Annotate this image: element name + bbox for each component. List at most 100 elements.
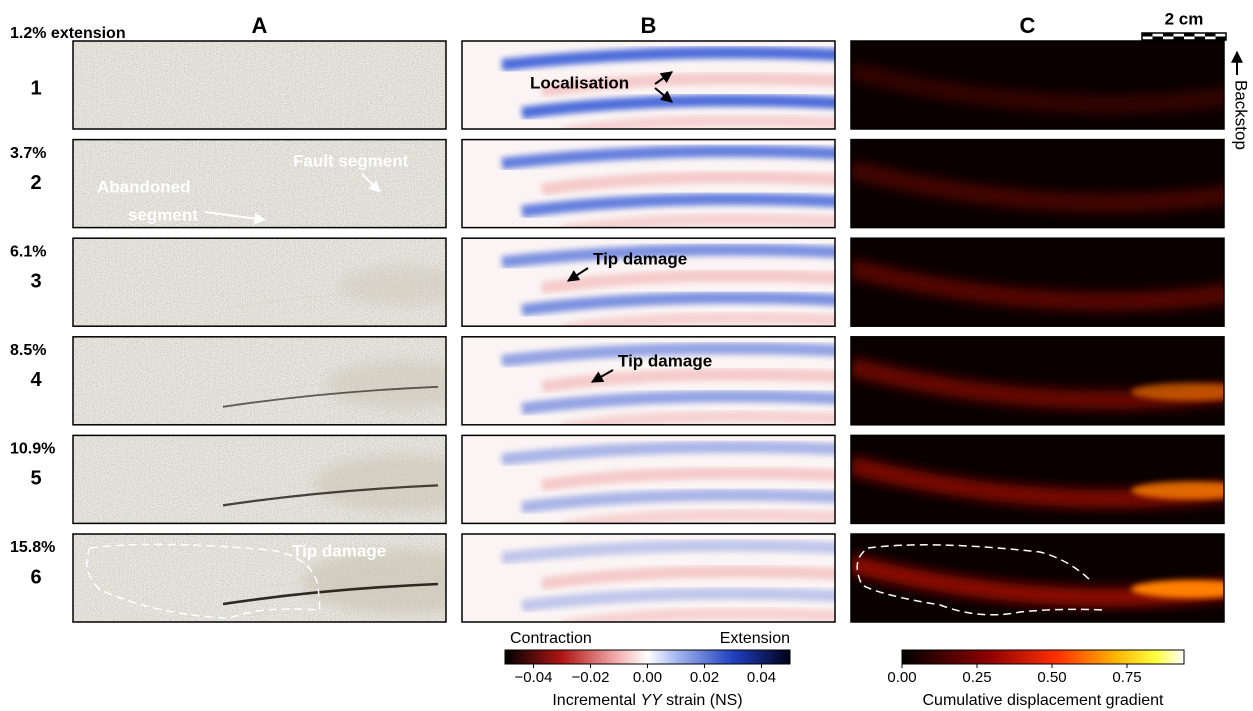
colorbar-tick-label: 0.50 — [1037, 669, 1066, 686]
frame — [72, 237, 447, 327]
scale-bar — [1142, 33, 1153, 37]
row-extension: 15.8% — [10, 539, 55, 556]
arrow — [566, 267, 589, 282]
row-label: 3 — [30, 270, 41, 292]
colorbar-end-label: Extension — [720, 630, 790, 647]
crack — [192, 573, 439, 595]
panel-b — [461, 336, 836, 426]
row-label: 5 — [30, 468, 41, 490]
column-header: C — [1020, 13, 1036, 38]
scale-bar — [1184, 33, 1195, 37]
strain-band — [521, 587, 835, 612]
colorbar-tick-label: 0.04 — [747, 669, 776, 686]
row-label: 1 — [30, 77, 41, 99]
crack — [252, 297, 439, 319]
frame — [850, 237, 1225, 327]
column-header: A — [252, 13, 268, 38]
label-part: Incremental — [552, 692, 640, 709]
strain-band — [560, 213, 835, 228]
panel-b — [461, 434, 836, 525]
arrow — [654, 71, 673, 85]
colorbar-tick-label: −0.02 — [572, 669, 610, 686]
outline — [85, 543, 321, 619]
colorbar-end-label: Contraction — [510, 630, 592, 647]
frame — [850, 40, 1225, 130]
label-part: strain (NS) — [662, 692, 743, 709]
crack — [192, 376, 439, 398]
frame — [72, 40, 447, 130]
panel-c — [850, 533, 1225, 623]
label-part: Cumulative displacement gradient — [922, 692, 1164, 709]
panel-c — [850, 138, 1225, 229]
scale-label: 2 cm — [1165, 9, 1204, 28]
colorbar-label: Incremental YY strain (NS) — [552, 692, 742, 709]
row-extension: 8.5% — [10, 342, 46, 359]
crack — [222, 287, 439, 309]
strain-band — [541, 171, 835, 196]
panel-a — [72, 237, 447, 327]
panel-a — [72, 434, 447, 525]
panels — [72, 40, 1225, 623]
colorbar-tick-label: 0.02 — [690, 669, 719, 686]
colorbar — [901, 649, 1185, 665]
damage — [303, 550, 446, 614]
frame — [461, 336, 836, 426]
hotspot — [1131, 481, 1224, 500]
panel-b — [461, 237, 836, 327]
strain-band — [560, 311, 835, 327]
strain-band — [541, 466, 835, 492]
crack — [222, 385, 439, 408]
strain-band — [541, 565, 835, 590]
arrow — [204, 211, 267, 225]
row-extension: 1.2% extension — [10, 25, 126, 42]
panel-c — [850, 434, 1225, 525]
damage — [339, 266, 446, 307]
row-label: 2 — [30, 172, 41, 194]
hotspot — [1131, 382, 1224, 401]
strain-band — [560, 114, 835, 129]
gradient-band — [851, 160, 1224, 212]
gradient-band — [851, 62, 1224, 114]
colorbar-label: Cumulative displacement gradient — [922, 692, 1164, 709]
frame — [72, 533, 447, 623]
scale-bar — [1173, 36, 1184, 40]
colorbar-tick-label: 0.75 — [1112, 669, 1141, 686]
label-part: YY — [640, 692, 663, 709]
frame — [72, 138, 447, 229]
frame — [72, 434, 447, 525]
row-label: 4 — [30, 369, 42, 391]
panel-c — [850, 237, 1225, 327]
annotation: Localisation — [530, 73, 629, 92]
row-extension: 10.9% — [10, 441, 55, 458]
frame — [461, 40, 836, 130]
crack — [252, 396, 439, 418]
crack — [252, 495, 439, 516]
strain-band — [501, 342, 835, 367]
hotspot — [1131, 580, 1224, 598]
strain-band — [521, 390, 835, 415]
backstop-label: Backstop — [1232, 80, 1251, 150]
colorbar-tick-label: −0.04 — [515, 669, 553, 686]
annotation: Fault segment — [293, 151, 409, 170]
outline — [856, 544, 1103, 616]
crack — [252, 100, 439, 122]
crack — [222, 484, 439, 507]
colorbar — [504, 649, 791, 665]
crack — [252, 593, 439, 615]
scale-bar — [1205, 33, 1216, 37]
row-extension: 6.1% — [10, 243, 46, 260]
crack — [252, 199, 439, 220]
row-extension: 3.7% — [10, 145, 46, 162]
crack — [222, 189, 439, 211]
frame — [850, 336, 1225, 426]
panel-b — [461, 533, 836, 623]
damage — [327, 360, 446, 409]
damage — [315, 455, 446, 512]
frame — [461, 138, 836, 229]
crack — [192, 80, 439, 102]
crack — [192, 179, 439, 200]
scale-bar — [1215, 36, 1226, 40]
gradient-band — [851, 259, 1224, 311]
frame — [850, 138, 1225, 229]
